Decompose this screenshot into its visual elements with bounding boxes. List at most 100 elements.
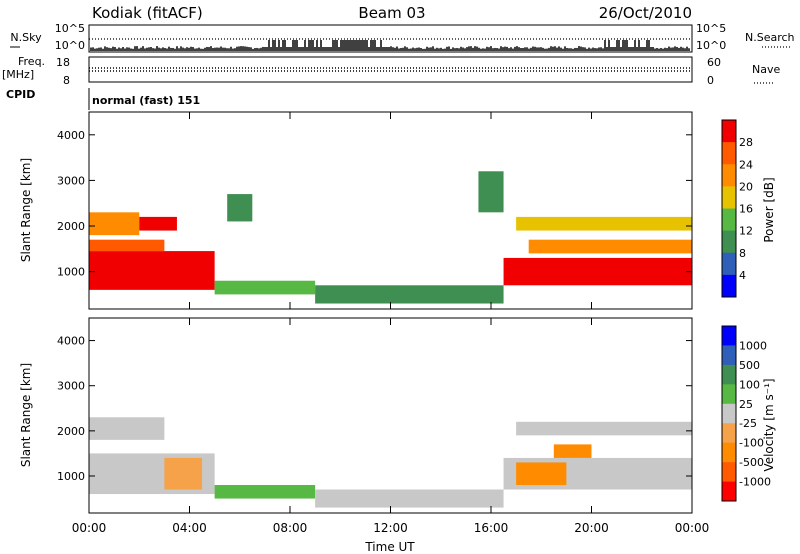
time-tick-label: 16:00 — [474, 521, 509, 535]
power-colorbar-swatch — [722, 252, 736, 276]
velocity-colorbar-label: Velocity [m s⁻¹] — [762, 378, 776, 471]
power-colorbar-tick: 28 — [739, 136, 753, 149]
velocity-colorbar-swatch — [722, 423, 736, 444]
velocity-colorbar-tick: 100 — [739, 378, 760, 391]
power-colorbar-tick: 24 — [739, 158, 753, 171]
velocity-ytick-label: 1000 — [57, 470, 85, 483]
freq-nave-dots — [89, 67, 692, 72]
nsky-label: N.Sky — [10, 31, 42, 44]
freq-tick-top: 18 — [56, 56, 70, 69]
time-tick-label: 20:00 — [574, 521, 609, 535]
power-colorbar-label: Power [dB] — [762, 177, 776, 242]
velocity-colorbar-tick: -25 — [739, 417, 757, 430]
time-tick-label: 00:00 — [675, 521, 710, 535]
velocity-colorbar-tick: -500 — [739, 456, 764, 469]
velocity-echo-patch — [516, 421, 692, 436]
velocity-colorbar: 1000 500 100 25 -25 -100 -500 -1000 — [721, 325, 771, 502]
time-tick-label: 08:00 — [273, 521, 308, 535]
power-ytick-label: 1000 — [57, 266, 85, 279]
velocity-ytick-label: 2000 — [57, 425, 85, 438]
velocity-echo-patch — [214, 485, 316, 499]
power-echo-patch — [89, 251, 215, 290]
velocity-echo-patch — [516, 462, 567, 486]
freq-label: Freq. — [18, 55, 45, 68]
velocity-colorbar-swatch — [722, 462, 736, 483]
power-echo-patch — [89, 239, 165, 252]
power-colorbar-swatch — [722, 186, 736, 209]
velocity-ylabel: Slant Range [km] — [19, 363, 33, 467]
time-axis-label: Time UT — [364, 540, 415, 554]
station-title: Kodiak (fitACF) — [92, 4, 203, 22]
velocity-ytick-label: 4000 — [57, 335, 85, 348]
freq-tick-bottom: 8 — [63, 74, 70, 87]
power-echo-patch — [139, 216, 177, 231]
velocity-echo-patch — [315, 489, 504, 508]
velocity-echo-patch — [164, 457, 203, 490]
power-colorbar: 28 24 20 16 12 8 4 — [721, 119, 753, 298]
power-ylabel: Slant Range [km] — [19, 158, 33, 262]
velocity-colorbar-swatch — [722, 384, 736, 405]
beam-title: Beam 03 — [358, 4, 425, 22]
power-echo-patch — [503, 257, 692, 286]
power-ytick-label: 2000 — [57, 220, 85, 233]
nave-label: Nave — [752, 63, 780, 76]
time-tick-label: 00:00 — [72, 521, 107, 535]
power-echo-patch — [315, 285, 504, 304]
velocity-colorbar-swatch — [722, 326, 736, 346]
velocity-echo-patch — [89, 417, 165, 440]
power-colorbar-tick: 8 — [739, 247, 746, 260]
power-ytick-label: 4000 — [57, 129, 85, 142]
power-echo-patch — [528, 239, 692, 254]
velocity-colorbar-swatch — [722, 481, 736, 502]
power-colorbar-swatch — [722, 208, 736, 232]
cpid-value: normal (fast) 151 — [92, 94, 200, 107]
power-echo-patch — [89, 212, 140, 236]
velocity-colorbar-tick: 1000 — [739, 339, 767, 352]
velocity-panel — [89, 417, 692, 508]
power-panel — [89, 171, 692, 304]
velocity-ytick-label: 3000 — [57, 380, 85, 393]
velocity-colorbar-tick: -100 — [739, 437, 764, 450]
power-y-axis: 1000 2000 3000 4000 — [57, 129, 692, 279]
velocity-colorbar-tick: -1000 — [739, 476, 771, 489]
velocity-colorbar-swatch — [722, 403, 736, 424]
nave-tick-bottom: 0 — [707, 74, 714, 87]
power-colorbar-swatch — [722, 164, 736, 187]
nsky-bars — [89, 38, 692, 51]
time-axis: 00:00 04:00 08:00 12:00 16:00 20:00 00:00 — [72, 112, 710, 535]
velocity-colorbar-tick: 25 — [739, 398, 753, 411]
power-echo-patch — [478, 171, 504, 213]
power-colorbar-tick: 12 — [739, 225, 753, 238]
power-colorbar-swatch — [722, 120, 736, 143]
freq-panel-frame — [88, 56, 693, 83]
velocity-colorbar-swatch — [722, 364, 736, 385]
power-echo-patch — [227, 194, 253, 222]
velocity-y-axis: 1000 2000 3000 4000 — [57, 335, 692, 483]
power-colorbar-tick: 20 — [739, 180, 753, 193]
power-ytick-label: 3000 — [57, 174, 85, 187]
velocity-colorbar-swatch — [722, 345, 736, 366]
power-colorbar-swatch — [722, 142, 736, 165]
velocity-colorbar-tick: 500 — [739, 359, 760, 372]
nave-tick-top: 60 — [707, 56, 721, 69]
power-colorbar-tick: 16 — [739, 203, 753, 216]
nsearch-tick-top: 10^5 — [696, 22, 726, 35]
velocity-echo-patch — [553, 444, 592, 458]
nsky-tick-top: 10^5 — [55, 22, 85, 35]
time-tick-label: 04:00 — [172, 521, 207, 535]
power-echo-patch — [516, 216, 692, 231]
power-colorbar-frame — [721, 119, 737, 298]
velocity-colorbar-swatch — [722, 442, 736, 463]
freq-unit: [MHz] — [2, 68, 34, 81]
cpid-label: CPID — [6, 88, 35, 101]
nsearch-label: N.Search — [745, 31, 795, 44]
power-colorbar-swatch — [722, 274, 736, 298]
power-colorbar-tick: 4 — [739, 269, 746, 282]
velocity-colorbar-frame — [721, 325, 737, 502]
power-echo-patch — [214, 280, 316, 295]
date-title: 26/Oct/2010 — [599, 4, 692, 22]
nsky-tick-bottom: 10^0 — [55, 39, 85, 52]
time-tick-label: 12:00 — [373, 521, 408, 535]
nsearch-tick-bottom: 10^0 — [696, 39, 726, 52]
